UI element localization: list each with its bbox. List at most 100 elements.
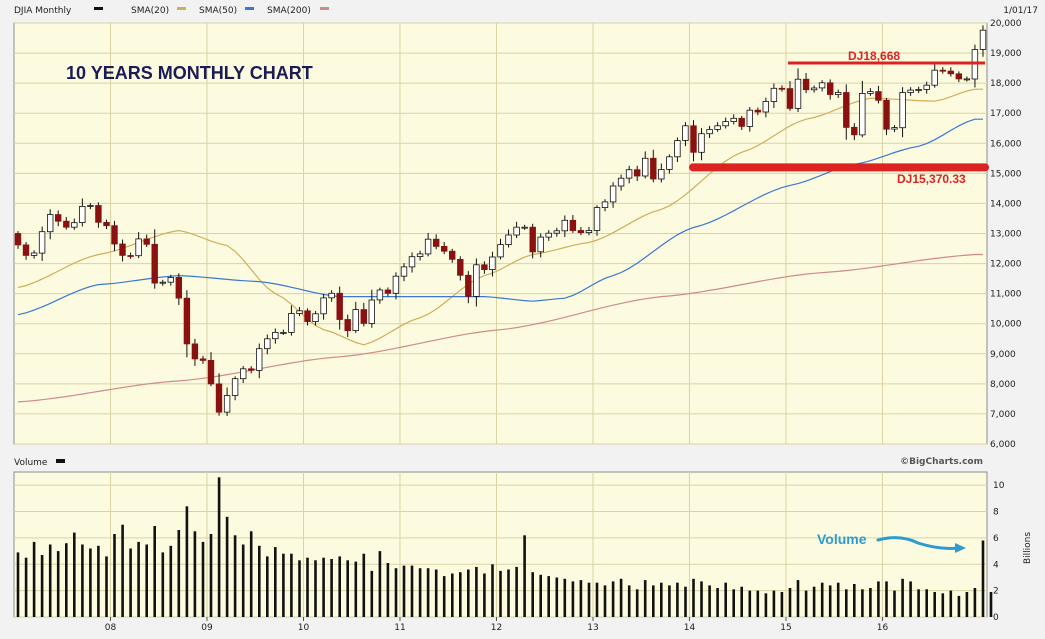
volume-bar [901, 578, 904, 617]
candle-up [891, 127, 898, 130]
candle-down [457, 258, 464, 276]
volume-bar [740, 586, 743, 617]
volume-bar [258, 545, 261, 617]
price-y-axis: 6,000 7,000 8,000 9,000 10,000 11,000 12,000 13… [990, 19, 1022, 450]
candle-up [762, 101, 769, 113]
x-tick-label: 14 [684, 623, 696, 633]
candle-down [481, 264, 488, 270]
volume-bar [941, 593, 945, 617]
credit-label: ©BigCharts.com [900, 457, 983, 467]
candle-up [376, 289, 384, 301]
candle-up [625, 169, 633, 179]
volume-annotation-label: Volume [817, 531, 867, 547]
candle-up [489, 256, 496, 271]
volume-bar [48, 544, 52, 617]
price-tick-label: 12,000 [990, 260, 1022, 270]
volume-bar [724, 582, 727, 617]
candle-up [698, 133, 705, 153]
candle-up [239, 368, 247, 380]
candle-up [722, 121, 729, 127]
candle-down [95, 205, 102, 223]
candle-up [47, 214, 54, 233]
volume-bar [893, 590, 896, 617]
candle-up [264, 338, 271, 350]
candle-up [416, 253, 424, 257]
x-axis: 08 09 10 11 12 13 14 15 16 [105, 617, 888, 633]
candle-up [585, 230, 593, 233]
volume-bar [700, 581, 703, 617]
candle-up [923, 84, 930, 90]
candle-down [432, 238, 440, 247]
candle-up [400, 266, 408, 277]
candle-down [883, 99, 890, 130]
price-tick-label: 13,000 [990, 230, 1022, 240]
price-tick-label: 15,000 [990, 169, 1022, 179]
volume-bar [330, 559, 333, 617]
candle-up [71, 222, 78, 228]
candle-down [939, 69, 946, 72]
volume-bar [547, 576, 550, 617]
candle-down [851, 126, 858, 136]
price-tick-label: 16,000 [990, 139, 1022, 149]
candle-up [473, 264, 480, 297]
volume-bar [169, 545, 173, 617]
symbol-label: DJIA Monthly [14, 6, 72, 16]
candle-up [272, 331, 279, 340]
candle-up [714, 125, 721, 130]
price-tick-label: 18,000 [990, 79, 1022, 89]
candle-up [255, 348, 263, 371]
volume-bar [764, 593, 768, 617]
volume-bar [177, 530, 181, 617]
price-grid [14, 22, 987, 445]
candle-up [553, 230, 560, 234]
candle-up [167, 276, 174, 283]
candle-up [223, 395, 231, 413]
candle-up [497, 244, 504, 258]
volume-bar [804, 590, 808, 617]
volume-bar [386, 563, 390, 617]
candle-up [537, 236, 544, 253]
candle-down [690, 125, 697, 153]
x-tick-label: 15 [780, 623, 791, 633]
volume-bar [539, 574, 542, 617]
sma-line-sma20 [17, 88, 983, 346]
volume-bar [515, 566, 518, 617]
volume-tick-label: 8 [993, 508, 999, 518]
volume-tick-label: 6 [993, 534, 999, 544]
volume-bar [434, 569, 438, 617]
sma20-swatch [177, 7, 186, 10]
x-tick-label: 10 [298, 623, 310, 633]
volume-bar [378, 551, 382, 617]
volume-bar [957, 595, 961, 617]
candle-down [440, 245, 448, 252]
candle-down [778, 87, 786, 90]
volume-bar [989, 592, 993, 617]
symbol-swatch [94, 7, 103, 10]
volume-bar [491, 564, 494, 617]
volume-bar [619, 578, 623, 617]
candle-down [947, 70, 954, 75]
volume-bar [105, 556, 108, 617]
candle-down [802, 78, 810, 91]
volume-bar [298, 560, 301, 617]
candle-down [111, 225, 118, 245]
candle-up [706, 129, 713, 135]
candle-up [746, 109, 753, 127]
candle-down [384, 289, 392, 294]
candle-down [336, 292, 343, 320]
candle-up [424, 238, 432, 255]
candle-down [119, 243, 126, 256]
volume-bar [40, 555, 44, 617]
volume-bar [209, 534, 213, 617]
sma200-swatch [320, 7, 329, 10]
volume-bar [418, 568, 422, 617]
volume-bar [716, 588, 719, 617]
volume-bar [756, 590, 760, 617]
candle-down [247, 368, 255, 371]
volume-bar [89, 548, 92, 617]
candle-down [22, 244, 30, 256]
candle-down [465, 274, 472, 297]
volume-bar [595, 582, 599, 617]
volume-bar [201, 541, 205, 617]
